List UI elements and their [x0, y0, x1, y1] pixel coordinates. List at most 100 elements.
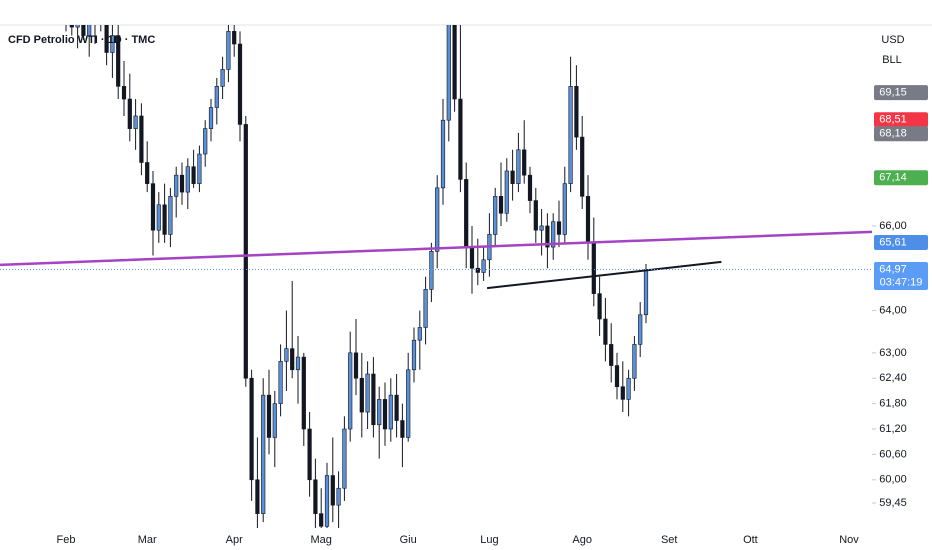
candle-body	[87, 25, 92, 36]
x-tick-label: Mar	[138, 534, 157, 546]
candle-body	[516, 149, 521, 184]
x-tick-label: Lug	[480, 534, 498, 546]
candle-body	[603, 318, 608, 345]
candle-body	[458, 98, 463, 180]
axes: 66,00 64,00 63,00 62,40 61,80 61,20 60,60 60,00…	[57, 85, 928, 546]
candle-body	[423, 289, 428, 328]
candle-body	[220, 69, 225, 87]
y-tick-label: 60,00	[879, 474, 907, 486]
candle-body	[295, 356, 301, 371]
price-badge-label: 68,18	[879, 128, 907, 140]
y-tick-label: 61,80	[879, 398, 907, 410]
candle-body	[174, 174, 179, 197]
trend-line	[0, 230, 872, 267]
candle-body	[371, 373, 376, 426]
candle-body	[243, 124, 248, 379]
y-tick-label: 64,00	[879, 304, 907, 316]
candle-body	[522, 149, 527, 176]
candle-body	[643, 269, 649, 316]
candle-body	[411, 339, 417, 371]
price-badge	[874, 85, 928, 101]
candle-body	[394, 394, 399, 421]
candle-body	[585, 196, 591, 244]
candle-body	[307, 428, 312, 481]
plot-area	[0, 25, 872, 528]
y-tick-label: 63,00	[879, 347, 907, 359]
candle-body	[388, 394, 393, 430]
x-tick-label: Ago	[572, 534, 592, 546]
candle-body	[336, 487, 341, 506]
price-badge-label: 65,61	[879, 236, 907, 248]
x-tick-label: Apr	[226, 534, 243, 546]
candle-body	[580, 136, 585, 197]
candle-body	[156, 204, 161, 231]
candle-body	[168, 196, 173, 235]
candle-body	[290, 348, 295, 371]
candle-body	[348, 352, 353, 430]
candle-body	[69, 25, 74, 28]
candle-body	[406, 369, 411, 438]
x-tick-label: Ott	[743, 534, 758, 546]
currency: USD	[881, 34, 904, 46]
candle-body	[232, 31, 237, 45]
candle-body	[533, 200, 538, 231]
x-tick-label: Giu	[400, 534, 417, 546]
candle-body	[313, 479, 318, 514]
candle-body	[638, 314, 643, 345]
candle-body	[203, 128, 208, 155]
candle-body	[75, 25, 80, 28]
candle-body	[620, 386, 625, 400]
candle-body	[330, 475, 335, 506]
candle-body	[319, 513, 324, 527]
candle-body	[214, 86, 219, 108]
candle-body	[191, 166, 196, 184]
candle-body	[197, 153, 202, 184]
candle-body	[475, 267, 480, 273]
candle-body	[179, 174, 185, 193]
chart-title: CFD Petrolio WTI · 1D · TMC	[8, 34, 155, 46]
candle-body	[609, 344, 614, 366]
candle-body	[284, 348, 289, 362]
candle-body	[498, 196, 504, 214]
candle-body	[481, 259, 486, 273]
price-badge	[874, 170, 928, 186]
candle-body	[545, 225, 550, 248]
price-badge-label: 67,14	[879, 172, 907, 184]
y-tick-label: 62,40	[879, 372, 907, 384]
candle-body	[429, 251, 434, 290]
candle-body	[237, 43, 243, 125]
candle-body	[104, 25, 109, 53]
candle-body	[382, 399, 388, 430]
price-badge	[874, 126, 928, 142]
price-badge	[874, 234, 928, 250]
price-badge	[874, 262, 928, 291]
candle-body	[365, 373, 370, 413]
candle-body	[278, 361, 283, 404]
candle-body	[562, 183, 567, 235]
candle-body	[342, 428, 347, 489]
candle-body	[417, 327, 422, 341]
candle-body	[324, 475, 330, 527]
candle-body	[464, 179, 469, 248]
candle-body	[510, 170, 515, 184]
price-badge-label: 69,15	[879, 87, 907, 99]
candle-body	[110, 35, 115, 53]
candle-body	[539, 225, 544, 231]
candle-body	[81, 25, 86, 36]
candle-body	[116, 35, 121, 87]
candle-body	[504, 170, 509, 214]
candle-body	[556, 221, 562, 235]
candle-body	[440, 119, 446, 189]
candle-body	[469, 246, 475, 269]
candle-body	[359, 377, 364, 413]
candle-body	[150, 183, 156, 231]
y-tick-label: 59,45	[879, 497, 907, 509]
candle-body	[249, 377, 254, 481]
candle-body	[121, 86, 127, 100]
candle-body	[301, 356, 306, 430]
price-badge-label: 64,97	[879, 263, 907, 275]
candle-body	[133, 115, 138, 129]
x-tick-label: Mag	[310, 534, 331, 546]
candle-body	[353, 352, 359, 379]
candle-body	[597, 293, 602, 320]
